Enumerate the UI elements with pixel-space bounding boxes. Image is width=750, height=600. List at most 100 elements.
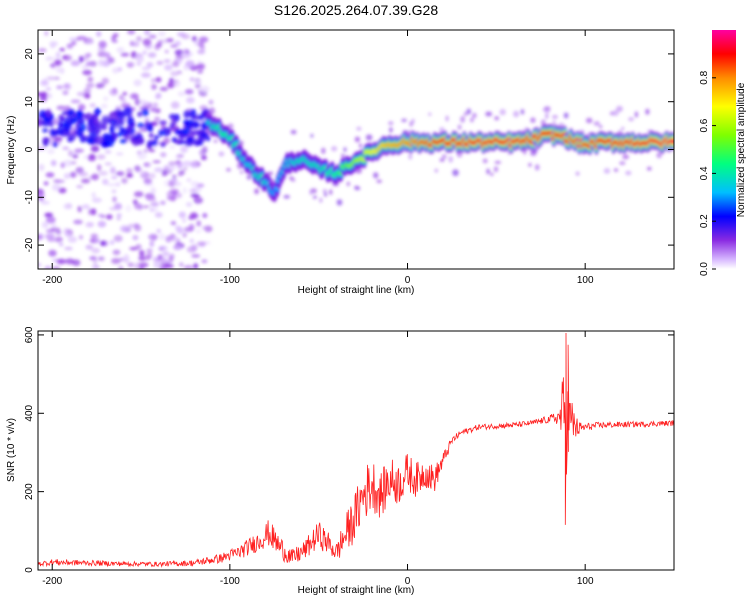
heatmap-noise-blob xyxy=(116,47,125,53)
heatmap-band-blob xyxy=(193,140,201,147)
heatmap-faint-blob xyxy=(208,107,216,115)
heatmap-noise-blob xyxy=(96,154,106,160)
y-tick-label: 400 xyxy=(24,404,35,421)
heatmap-noise-blob xyxy=(111,258,121,264)
heatmap-noise-blob xyxy=(38,234,43,241)
heatmap-noise-blob xyxy=(164,64,173,71)
heatmap-noise-blob xyxy=(183,48,190,54)
heatmap-noise-blob xyxy=(38,92,43,97)
heatmap-noise-blob xyxy=(55,65,62,74)
heatmap-faint-blob xyxy=(621,126,625,131)
heatmap-faint-blob xyxy=(226,167,231,172)
heatmap-band-blob xyxy=(42,137,49,146)
heatmap-faint-blob xyxy=(354,186,361,191)
heatmap-faint-blob xyxy=(645,108,650,115)
heatmap-noise-blob xyxy=(112,33,119,38)
heatmap-noise-blob xyxy=(56,85,64,90)
heatmap-noise-blob xyxy=(153,261,162,269)
heatmap-noise-blob xyxy=(123,253,129,260)
heatmap-noise-blob xyxy=(58,242,64,247)
heatmap-noise-blob xyxy=(72,154,79,159)
heatmap-noise-blob xyxy=(127,30,136,35)
heatmap-noise-blob xyxy=(190,193,200,198)
heatmap-band-blob xyxy=(186,136,193,143)
heatmap-band-blob xyxy=(77,109,83,119)
heatmap-noise-blob xyxy=(133,191,144,198)
heatmap-noise-blob xyxy=(163,137,170,145)
heatmap-noise-blob xyxy=(45,216,56,224)
heatmap-noise-blob xyxy=(43,77,48,84)
heatmap-faint-blob xyxy=(319,197,323,203)
heatmap-noise-blob xyxy=(100,103,108,109)
heatmap-faint-blob xyxy=(490,172,494,176)
heatmap-faint-blob xyxy=(254,188,260,195)
heatmap-noise-blob xyxy=(54,236,63,243)
heatmap-noise-blob xyxy=(148,233,158,241)
heatmap-faint-blob xyxy=(540,119,546,126)
heatmap-faint-blob xyxy=(619,161,626,166)
heatmap-noise-blob xyxy=(135,165,141,173)
heatmap-noise-blob xyxy=(55,179,65,183)
heatmap-noise-blob xyxy=(183,265,194,269)
spectrogram-y-ticks: -20 -10 0 10 20 xyxy=(24,48,674,252)
heatmap-band-blob xyxy=(82,113,89,119)
heatmap-faint-blob xyxy=(356,126,362,131)
heatmap-faint-blob xyxy=(355,168,362,174)
heatmap-noise-blob xyxy=(102,178,109,185)
heatmap-faint-blob xyxy=(290,129,297,135)
heatmap-faint-blob xyxy=(346,181,351,187)
heatmap-noise-blob xyxy=(170,221,177,226)
heatmap-noise-blob xyxy=(77,205,82,213)
heatmap-faint-blob xyxy=(321,147,326,154)
heatmap-noise-blob xyxy=(110,166,116,174)
heatmap-band-blob xyxy=(174,139,183,145)
heatmap-noise-blob xyxy=(193,263,199,269)
heatmap-noise-blob xyxy=(63,83,70,89)
heatmap-noise-blob xyxy=(109,88,118,96)
heatmap-noise-blob xyxy=(38,196,45,202)
heatmap-noise-blob xyxy=(81,204,90,210)
heatmap-marks xyxy=(38,30,674,269)
x-tick-label: 100 xyxy=(577,576,594,587)
heatmap-noise-blob xyxy=(47,238,56,242)
heatmap-noise-blob xyxy=(111,39,118,43)
heatmap-noise-blob xyxy=(85,244,94,250)
heatmap-band-blob xyxy=(42,128,49,133)
heatmap-noise-blob xyxy=(118,265,124,269)
heatmap-noise-blob xyxy=(98,170,108,176)
colorbar-tick-label: 0.0 xyxy=(699,262,710,276)
heatmap-noise-blob xyxy=(166,169,173,174)
heatmap-noise-blob xyxy=(96,164,102,172)
heatmap-noise-blob xyxy=(69,37,77,42)
heatmap-noise-blob xyxy=(168,161,177,166)
heatmap-noise-blob xyxy=(161,169,168,177)
heatmap-noise-blob xyxy=(157,39,163,45)
heatmap-noise-blob xyxy=(102,51,110,58)
heatmap-band-blob xyxy=(182,128,191,135)
heatmap-noise-blob xyxy=(100,240,106,247)
heatmap-noise-blob xyxy=(91,247,100,254)
heatmap-noise-blob xyxy=(121,177,128,184)
heatmap-noise-blob xyxy=(51,265,61,269)
heatmap-noise-blob xyxy=(67,236,78,243)
heatmap-faint-blob xyxy=(603,168,611,174)
heatmap-noise-blob xyxy=(176,153,185,158)
heatmap-noise-blob xyxy=(146,197,157,202)
heatmap-noise-blob xyxy=(128,223,134,229)
heatmap-noise-blob xyxy=(188,223,195,231)
heatmap-noise-blob xyxy=(157,254,163,259)
spectrogram-y-label: Frequency (Hz) xyxy=(6,116,17,185)
heatmap-noise-blob xyxy=(179,262,184,267)
heatmap-noise-blob xyxy=(149,240,155,248)
heatmap-noise-blob xyxy=(190,181,200,187)
heatmap-faint-blob xyxy=(613,168,619,172)
heatmap-noise-blob xyxy=(44,212,53,218)
heatmap-faint-blob xyxy=(445,115,449,122)
heatmap-noise-blob xyxy=(150,78,156,83)
heatmap-noise-blob xyxy=(50,227,61,232)
x-tick-label: 0 xyxy=(405,275,411,286)
heatmap-faint-blob xyxy=(208,99,214,105)
heatmap-noise-blob xyxy=(148,148,156,153)
heatmap-noise-blob xyxy=(145,255,151,261)
heatmap-noise-blob xyxy=(104,162,112,166)
